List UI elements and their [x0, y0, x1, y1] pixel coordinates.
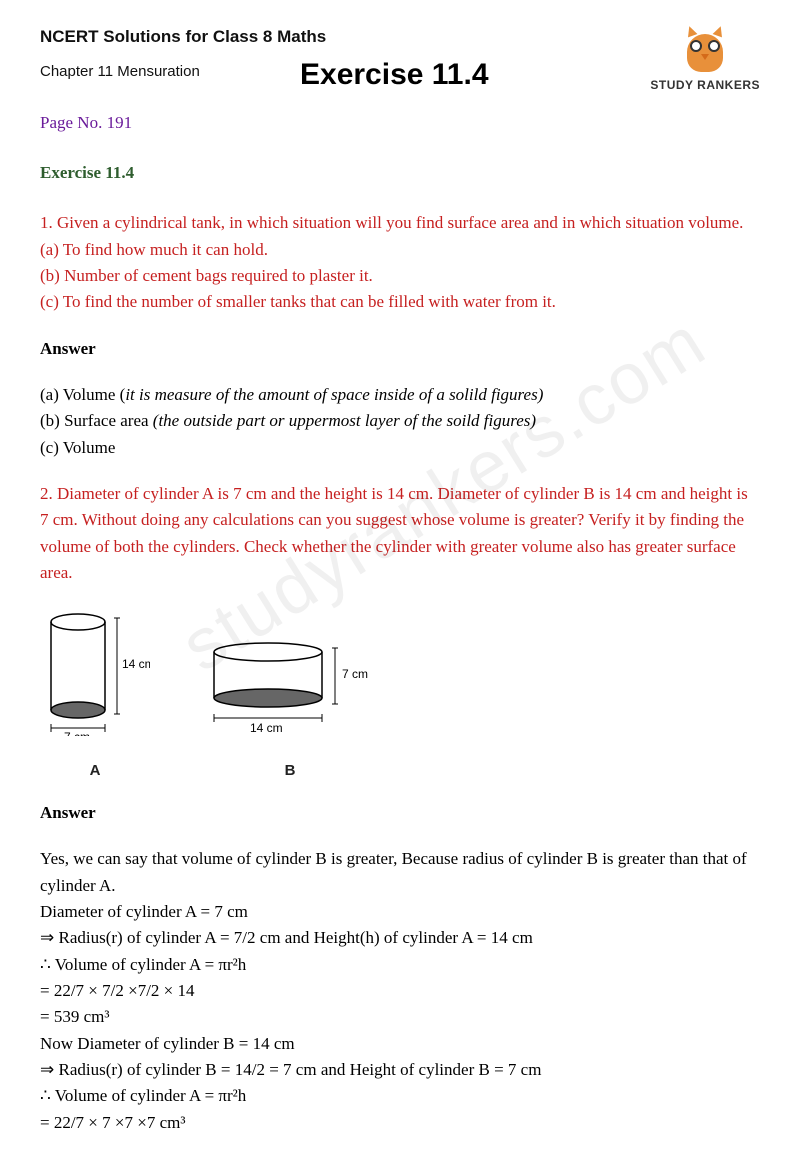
owl-icon — [680, 24, 730, 74]
answer-1: (a) Volume (it is measure of the amount … — [40, 382, 760, 461]
question-2: 2. Diameter of cylinder A is 7 cm and th… — [40, 481, 760, 586]
a2-l9: ∴ Volume of cylinder A = πr²h — [40, 1083, 760, 1109]
exercise-subheading: Exercise 11.4 — [40, 160, 760, 186]
a2-l4: ∴ Volume of cylinder A = πr²h — [40, 952, 760, 978]
question-1: 1. Given a cylindrical tank, in which si… — [40, 210, 760, 315]
brand-text: STUDY RANKERS — [650, 76, 760, 95]
q1-stem: 1. Given a cylindrical tank, in which si… — [40, 210, 760, 236]
a1-a-italic: it is measure of the amount of space ins… — [125, 385, 543, 404]
a1-b-italic: (the outside part or uppermost layer of … — [153, 411, 536, 430]
cylinder-a-svg: 14 cm 7 cm — [40, 606, 150, 736]
q1-option-b: (b) Number of cement bags required to pl… — [40, 263, 760, 289]
a1-line-c: (c) Volume — [40, 435, 760, 461]
a2-l10: = 22/7 × 7 ×7 ×7 cm³ — [40, 1110, 760, 1136]
cyl-b-height-label: 7 cm — [342, 667, 368, 681]
cyl-b-diameter-label: 14 cm — [250, 721, 283, 735]
q1-option-a: (a) To find how much it can hold. — [40, 237, 760, 263]
cylinder-b-group: 7 cm 14 cm B — [200, 636, 380, 782]
cyl-a-diameter-label: 7 cm — [64, 730, 90, 736]
answer-2: Yes, we can say that volume of cylinder … — [40, 846, 760, 1136]
a2-l6: = 539 cm³ — [40, 1004, 760, 1030]
a1-b-prefix: (b) Surface area — [40, 411, 153, 430]
cylinder-a-group: 14 cm 7 cm A — [40, 606, 150, 782]
cyl-a-height-label: 14 cm — [122, 657, 150, 671]
cylinder-b-svg: 7 cm 14 cm — [200, 636, 380, 736]
a2-l3: ⇒ Radius(r) of cylinder A = 7/2 cm and H… — [40, 925, 760, 951]
page-header: NCERT Solutions for Class 8 Maths Chapte… — [40, 24, 760, 84]
a1-line-b: (b) Surface area (the outside part or up… — [40, 408, 760, 434]
cylinder-a-label: A — [40, 759, 150, 782]
exercise-heading: Exercise 11.4 — [300, 52, 489, 99]
answer-label-1: Answer — [40, 336, 760, 362]
a2-l2: Diameter of cylinder A = 7 cm — [40, 899, 760, 925]
page-number: Page No. 191 — [40, 110, 760, 136]
a2-l8: ⇒ Radius(r) of cylinder B = 14/2 = 7 cm … — [40, 1057, 760, 1083]
q1-option-c: (c) To find the number of smaller tanks … — [40, 289, 760, 315]
a1-line-a: (a) Volume (it is measure of the amount … — [40, 382, 760, 408]
cylinder-b-label: B — [200, 759, 380, 782]
cylinder-diagram: 14 cm 7 cm A 7 cm 14 cm B — [40, 606, 760, 782]
a2-l1: Yes, we can say that volume of cylinder … — [40, 846, 760, 899]
answer-label-2: Answer — [40, 800, 760, 826]
a1-a-prefix: (a) Volume ( — [40, 385, 125, 404]
a2-l5: = 22/7 × 7/2 ×7/2 × 14 — [40, 978, 760, 1004]
brand-logo: STUDY RANKERS — [650, 24, 760, 95]
a2-l7: Now Diameter of cylinder B = 14 cm — [40, 1031, 760, 1057]
